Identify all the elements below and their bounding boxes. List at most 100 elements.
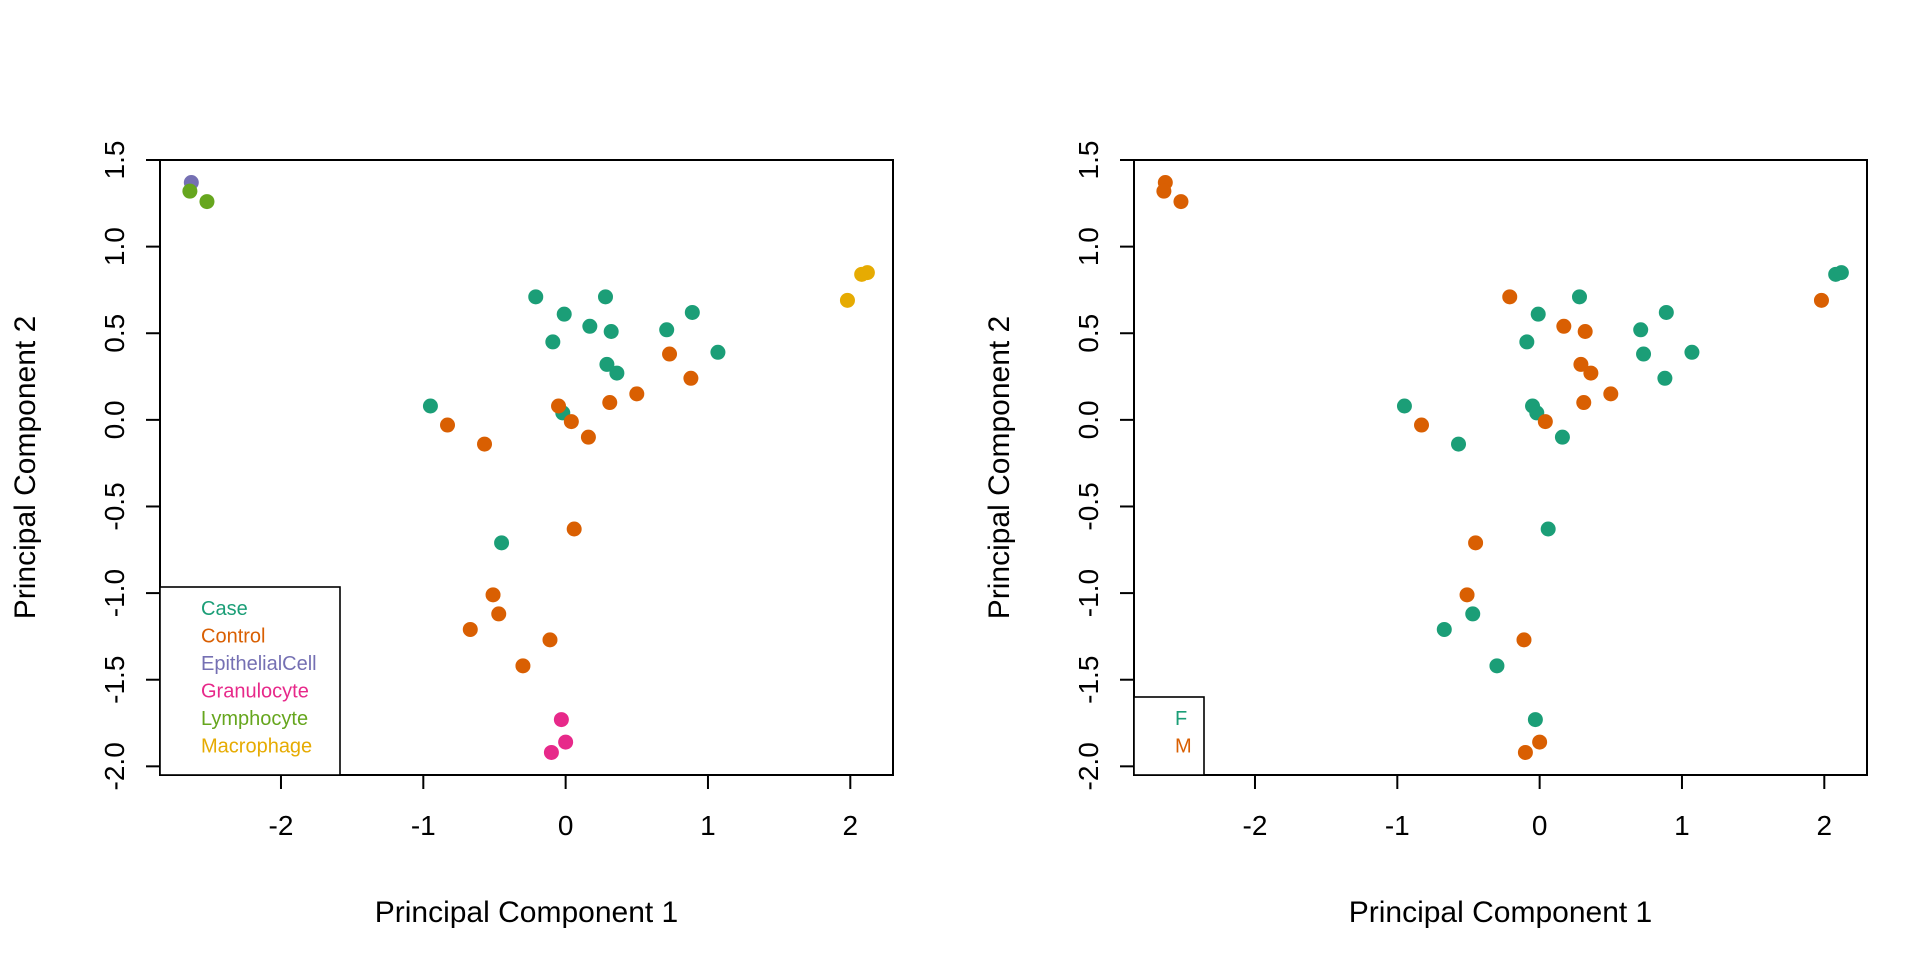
series-m xyxy=(1156,175,1829,760)
legend-entry-f: F xyxy=(1175,708,1187,730)
data-point xyxy=(1532,734,1548,750)
x-tick-label: -1 xyxy=(411,810,436,841)
data-point xyxy=(1451,436,1467,452)
y-tick-label: -2.0 xyxy=(99,742,130,790)
data-point xyxy=(1540,521,1556,537)
x-tick-label: 1 xyxy=(700,810,716,841)
data-point xyxy=(1465,606,1481,622)
data-point xyxy=(1633,322,1649,338)
legend-entry-macrophage: Macrophage xyxy=(201,736,312,758)
plot-frame xyxy=(1133,159,1868,776)
series-granulocyte xyxy=(543,712,574,760)
legend: FM xyxy=(1133,696,1205,776)
data-point xyxy=(1833,265,1849,281)
data-point xyxy=(542,632,558,648)
data-point xyxy=(1517,744,1533,760)
data-point xyxy=(839,292,855,308)
data-point xyxy=(551,398,567,414)
data-point xyxy=(1571,289,1587,305)
y-tick-label: -0.5 xyxy=(99,482,130,530)
y-tick-label: 0.5 xyxy=(1073,314,1104,353)
data-point xyxy=(597,289,613,305)
x-axis-label: Principal Component 1 xyxy=(1349,896,1653,929)
y-tick-label: 0.0 xyxy=(99,400,130,439)
data-point xyxy=(543,744,559,760)
data-point xyxy=(1530,306,1546,322)
legend-entry-control: Control xyxy=(201,626,265,648)
data-point xyxy=(528,289,544,305)
data-point xyxy=(1658,304,1674,320)
legend-entry-case: Case xyxy=(201,598,248,620)
y-axis-label: Principal Component 2 xyxy=(983,316,1016,620)
x-tick-label: 0 xyxy=(1532,810,1548,841)
legend-box xyxy=(1133,696,1205,776)
series-lymphocyte xyxy=(182,183,215,210)
chart-panel-2: -2 -1 0 1 2 -2.0 -1.5 -1.0 -0.5 0.0 0.5 1.0 1.5 Princ… xyxy=(983,141,1868,929)
y-tick-label: -1.0 xyxy=(99,569,130,617)
data-point xyxy=(1684,344,1700,360)
data-point xyxy=(545,334,561,350)
data-point xyxy=(1657,370,1673,386)
legend-entry-granulocyte: Granulocyte xyxy=(201,681,309,703)
data-point xyxy=(1554,429,1570,445)
series-case xyxy=(422,289,726,551)
data-point xyxy=(602,395,618,411)
data-point xyxy=(629,386,645,402)
legend: Case Control EpithelialCell Granulocyte Lymp… xyxy=(159,586,341,776)
data-point xyxy=(1573,356,1589,372)
series-macrophage xyxy=(839,265,875,308)
x-tick-label: -2 xyxy=(269,810,294,841)
data-point xyxy=(1436,621,1452,637)
data-point xyxy=(1414,417,1430,433)
data-point xyxy=(1636,346,1652,362)
data-point xyxy=(1583,365,1599,381)
data-point xyxy=(683,370,699,386)
data-point xyxy=(1527,712,1543,728)
data-point xyxy=(580,429,596,445)
data-point xyxy=(1516,632,1532,648)
chart-panel-1: -2 -1 0 1 2 -2.0 -1.5 -1.0 -0.5 0.0 0.5 1.0 1.5 Princ… xyxy=(9,141,894,929)
data-point xyxy=(1576,395,1592,411)
y-tick-label: -0.5 xyxy=(1073,482,1104,530)
legend-box xyxy=(159,586,341,776)
y-tick-label: 1.5 xyxy=(1073,141,1104,180)
data-point xyxy=(494,535,510,551)
x-tick-label: -2 xyxy=(1243,810,1268,841)
legend-entry-m: M xyxy=(1175,736,1192,758)
data-point xyxy=(1556,318,1572,334)
data-point xyxy=(515,658,531,674)
data-point xyxy=(1519,334,1535,350)
x-tick-label: 1 xyxy=(1674,810,1690,841)
data-point xyxy=(1459,587,1475,603)
x-tick-label: 2 xyxy=(1817,810,1833,841)
series-control xyxy=(440,346,699,674)
data-point xyxy=(1173,194,1189,210)
y-tick-label: -1.0 xyxy=(1073,569,1104,617)
data-point xyxy=(462,621,478,637)
data-point xyxy=(1468,535,1484,551)
y-tick-label: -2.0 xyxy=(1073,742,1104,790)
data-point xyxy=(553,712,569,728)
data-point xyxy=(1537,414,1553,430)
data-point xyxy=(556,306,572,322)
x-tick-label: -1 xyxy=(1385,810,1410,841)
y-tick-label: 1.0 xyxy=(99,227,130,266)
data-point xyxy=(1603,386,1619,402)
y-tick-label: -1.5 xyxy=(99,656,130,704)
data-point xyxy=(710,344,726,360)
data-point xyxy=(1396,398,1412,414)
data-point xyxy=(199,194,215,210)
data-point xyxy=(558,734,574,750)
data-point xyxy=(440,417,456,433)
data-point xyxy=(485,587,501,603)
data-point xyxy=(609,365,625,381)
y-tick-label: 0.5 xyxy=(99,314,130,353)
plot-frame xyxy=(159,159,894,776)
data-point xyxy=(566,521,582,537)
y-axis-label: Principal Component 2 xyxy=(9,316,42,620)
y-tick-label: -1.5 xyxy=(1073,656,1104,704)
data-point xyxy=(659,322,675,338)
data-point xyxy=(491,606,507,622)
legend-entry-lymphocyte: Lymphocyte xyxy=(201,708,308,730)
